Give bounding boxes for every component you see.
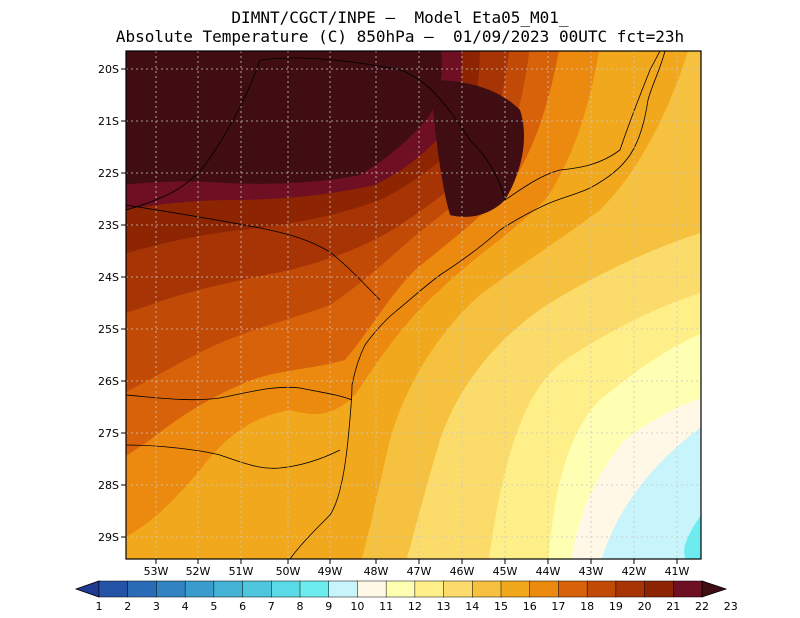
lon-label: 41W [665, 565, 690, 578]
colorbar-cell [328, 580, 359, 598]
lat-label: 24S [98, 271, 119, 284]
lat-label: 29S [98, 531, 119, 544]
colorbar-label: 13 [437, 600, 451, 613]
colorbar-cell [472, 580, 502, 598]
colorbar-cell [213, 580, 244, 598]
colorbar-cell [242, 580, 272, 598]
lat-label: 22S [98, 167, 119, 180]
lat-label: 25S [98, 323, 119, 336]
colorbar-cell [98, 580, 129, 598]
colorbar-cell [615, 580, 646, 598]
colorbar-label: 9 [325, 600, 332, 613]
colorbar-left-arrow [74, 580, 100, 598]
lat-label: 23S [98, 219, 119, 232]
colorbar-label: 2 [124, 600, 131, 613]
border-sp-rj [504, 149, 621, 201]
lon-label: 51W [229, 565, 254, 578]
colorbar-label: 8 [297, 600, 304, 613]
lat-label: 27S [98, 427, 119, 440]
colorbar-right-arrow [701, 580, 728, 598]
title-line-2: Absolute Temperature (C) 850hPa – 01/09/… [115, 27, 685, 46]
lon-label: 42W [622, 565, 647, 578]
colorbar-label: 10 [350, 600, 364, 613]
colorbar-cell [414, 580, 445, 598]
colorbar-label: 4 [182, 600, 189, 613]
coastline [289, 51, 666, 559]
coastline-and-borders [126, 51, 666, 559]
lon-label: 50W [276, 565, 301, 578]
colorbar-label: 18 [580, 600, 594, 613]
field-band-10 [601, 426, 701, 559]
colorbar-label: 3 [153, 600, 160, 613]
border-sp-pr [126, 204, 381, 301]
colorbar-cell [299, 580, 330, 598]
colorbar-label: 1 [96, 600, 103, 613]
field-band-23 [126, 51, 442, 185]
colorbar-cell [586, 580, 617, 598]
graticule [126, 51, 701, 559]
colorbar-label: 11 [379, 600, 393, 613]
lat-label: 26S [98, 375, 119, 388]
colorbar-cell [184, 580, 215, 598]
border-sc-rs [126, 444, 341, 469]
colorbar-label: 5 [210, 600, 217, 613]
border-ms-sp [126, 59, 261, 211]
colorbar-label: 17 [551, 600, 565, 613]
title-line-1: DIMNT/CGCT/INPE – Model Eta05_M01_ [231, 8, 569, 27]
map-frame [125, 50, 702, 560]
border-mg-es [619, 51, 661, 151]
lon-label: 44W [536, 565, 561, 578]
lon-label: 46W [450, 565, 475, 578]
colorbar-label: 14 [465, 600, 479, 613]
colorbar-cell [357, 580, 387, 598]
temperature-field [126, 51, 701, 559]
lon-label: 45W [493, 565, 518, 578]
lon-label: 48W [364, 565, 389, 578]
lat-label: 28S [98, 479, 119, 492]
colorbar-label: 16 [523, 600, 537, 613]
lat-label: 21S [98, 115, 119, 128]
lon-label: 49W [318, 565, 343, 578]
lon-ticks [155, 559, 678, 564]
colorbar-cell [500, 580, 531, 598]
lat-label: 20S [98, 63, 119, 76]
colorbar-cell [385, 580, 416, 598]
colorbar-label: 19 [609, 600, 623, 613]
colorbar-cell [558, 580, 588, 598]
colorbar-cell [156, 580, 186, 598]
colorbar-cell [529, 580, 560, 598]
colorbar-label: 15 [494, 600, 508, 613]
border-pr-sc [126, 386, 353, 401]
lat-labels: 20S 21S 22S 23S 24S 25S 26S 27S 28S 29S [98, 63, 119, 544]
colorbar-label: 12 [408, 600, 422, 613]
border-mg-sp [259, 57, 506, 201]
colorbar-cell [271, 580, 301, 598]
lon-label: 53W [144, 565, 169, 578]
lon-label: 43W [579, 565, 604, 578]
colorbar-cell [644, 580, 674, 598]
colorbar-label: 6 [239, 600, 246, 613]
colorbar-label: 7 [268, 600, 275, 613]
lon-label: 47W [407, 565, 432, 578]
colorbar-cell [127, 580, 158, 598]
field-band-23-east [430, 80, 525, 217]
lat-ticks [121, 68, 126, 538]
colorbar-cell [443, 580, 473, 598]
lon-label: 52W [186, 565, 211, 578]
lon-labels: 53W 52W 51W 50W 49W 48W 47W 46W 45W 44W … [144, 565, 690, 578]
colorbar-label: 20 [638, 600, 652, 613]
colorbar-cell [673, 580, 703, 598]
colorbar [74, 580, 728, 598]
colorbar-label: 21 [666, 600, 680, 613]
colorbar-label: 22 [695, 600, 709, 613]
colorbar-label: 23 [724, 600, 738, 613]
